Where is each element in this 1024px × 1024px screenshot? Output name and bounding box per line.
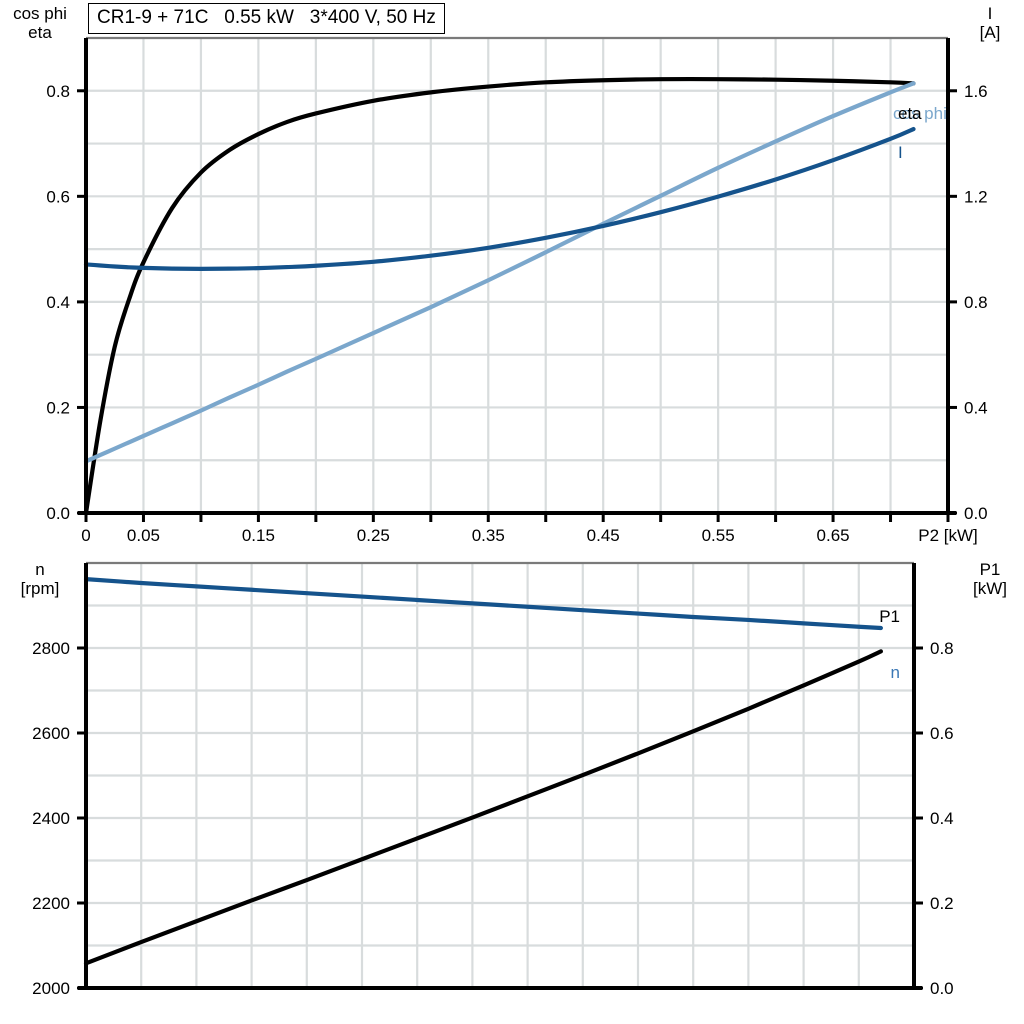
y-left-tick-label: 2800: [32, 639, 70, 658]
y-left-tick-label: 2600: [32, 724, 70, 743]
y-right-tick-label: 0.4: [964, 398, 988, 417]
y-left-tick-label: 0.6: [46, 187, 70, 206]
x-tick-label: 0.55: [702, 526, 735, 545]
y-left-tick-label: 2400: [32, 809, 70, 828]
curve-label-n: n: [891, 663, 900, 682]
y-left-tick-label: 2200: [32, 894, 70, 913]
y-right-tick-label: 1.2: [964, 187, 988, 206]
y-left-tick-label: 0.0: [46, 504, 70, 523]
top-chart-svg: 0.0 0.2 0.4 0.6 0.8 0.0 0.4 0.8 1.2 1.6 0 0.05 0.15 0…: [46, 36, 988, 545]
curve-eta: [83, 76, 916, 516]
bottom-chart-svg: 2000 2200 2400 2600 2800 0.0 0.2 0.4 0.6 0.8 P1 n: [32, 561, 954, 998]
bottom-right-axis-title: P1 [kW]: [973, 560, 1007, 599]
y-right-tick-label: 0.8: [930, 639, 954, 658]
curve-P1: [83, 649, 883, 966]
y-right-tick-label: 0.2: [930, 894, 954, 913]
chart-title: CR1-9 + 71C 0.55 kW 3*400 V, 50 Hz: [88, 3, 445, 34]
y-left-tick-label: 2000: [32, 979, 70, 998]
y-right-tick-label: 0.4: [930, 809, 954, 828]
x-tick-label: 0.25: [357, 526, 390, 545]
bottom-left-axis-title: n [rpm]: [20, 560, 60, 599]
y-right-tick-label: 0.6: [930, 724, 954, 743]
curve-cos-phi: [83, 81, 916, 464]
curve-n: [83, 577, 883, 631]
x-tick-label: 0.05: [127, 526, 160, 545]
x-tick-label: 0.15: [242, 526, 275, 545]
x-tick-label: 0.35: [472, 526, 505, 545]
curve-label-cos-phi: cos phi: [893, 104, 947, 123]
curve-label-P1: P1: [879, 607, 900, 626]
curve-I: [83, 126, 916, 271]
y-right-tick-label: 0.0: [930, 979, 954, 998]
y-right-tick-label: 0.8: [964, 293, 988, 312]
top-left-axis-title: cos phi eta: [13, 4, 67, 43]
curve-label-I: I: [898, 143, 903, 162]
top-right-axis-title: I [A]: [979, 4, 1001, 43]
y-right-tick-label: 1.6: [964, 82, 988, 101]
y-left-tick-label: 0.4: [46, 293, 70, 312]
y-left-tick-label: 0.2: [46, 398, 70, 417]
x-tick-label: 0.65: [817, 526, 850, 545]
x-axis-title: P2 [kW]: [918, 526, 978, 545]
curve-label-eta: eta: [898, 104, 922, 123]
y-right-tick-label: 0.0: [964, 504, 988, 523]
x-tick-label: 0.45: [587, 526, 620, 545]
y-left-tick-label: 0.8: [46, 82, 70, 101]
x-tick-label: 0: [81, 526, 90, 545]
